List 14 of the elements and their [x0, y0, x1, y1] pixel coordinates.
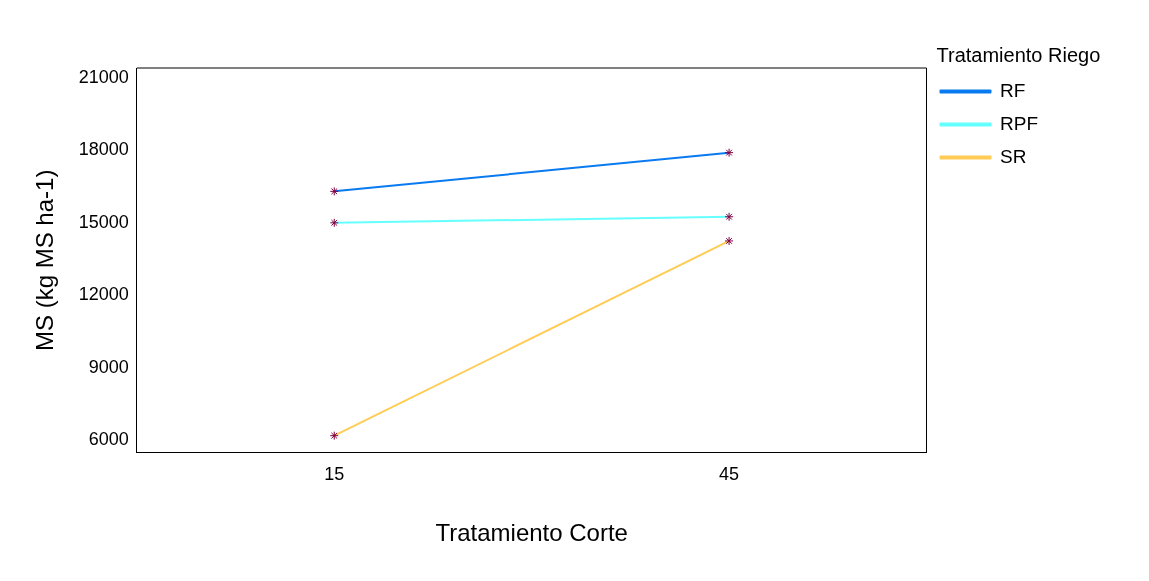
x-tick-label: 45	[719, 464, 740, 485]
x-tick-label: 15	[324, 464, 345, 485]
y-tick-label: 18000	[78, 139, 129, 160]
legend-label: RPF	[1000, 112, 1038, 134]
y-tick-label: 12000	[78, 284, 129, 305]
legend-title: Tratamiento Riego	[936, 43, 1101, 66]
y-tick-label: 15000	[78, 211, 129, 232]
y-axis-title: MS (kg MS ha-1)	[31, 169, 59, 351]
legend-label: SR	[1000, 145, 1027, 167]
x-axis-title: Tratamiento Corte	[435, 519, 628, 547]
y-tick-label: 6000	[88, 429, 129, 450]
y-tick-label: 21000	[78, 66, 129, 87]
legend-label: RF	[1000, 79, 1026, 101]
y-tick-label: 9000	[88, 356, 129, 377]
